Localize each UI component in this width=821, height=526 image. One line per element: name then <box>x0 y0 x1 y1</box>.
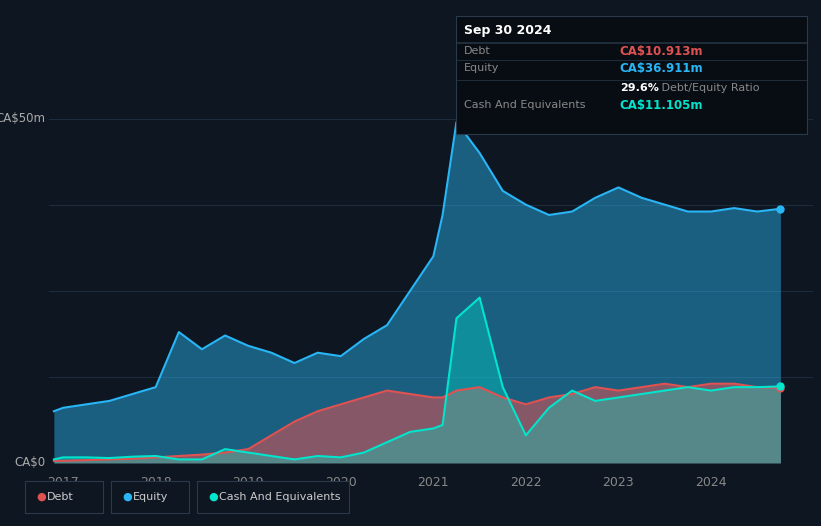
Text: Debt/Equity Ratio: Debt/Equity Ratio <box>658 83 759 94</box>
Text: CA$36.911m: CA$36.911m <box>620 62 704 75</box>
Text: Equity: Equity <box>464 63 499 74</box>
Text: Equity: Equity <box>133 492 168 502</box>
Text: ●: ● <box>209 492 218 502</box>
Text: 29.6%: 29.6% <box>620 83 658 94</box>
Text: Debt: Debt <box>47 492 74 502</box>
Text: CA$0: CA$0 <box>14 457 45 469</box>
Text: ●: ● <box>36 492 46 502</box>
Text: Cash And Equivalents: Cash And Equivalents <box>219 492 341 502</box>
Text: Sep 30 2024: Sep 30 2024 <box>464 24 552 37</box>
Text: Debt: Debt <box>464 46 491 56</box>
Text: CA$10.913m: CA$10.913m <box>620 45 704 57</box>
Text: CA$50m: CA$50m <box>0 112 45 125</box>
Text: CA$11.105m: CA$11.105m <box>620 99 704 112</box>
Text: Cash And Equivalents: Cash And Equivalents <box>464 100 585 110</box>
Text: ●: ● <box>122 492 132 502</box>
